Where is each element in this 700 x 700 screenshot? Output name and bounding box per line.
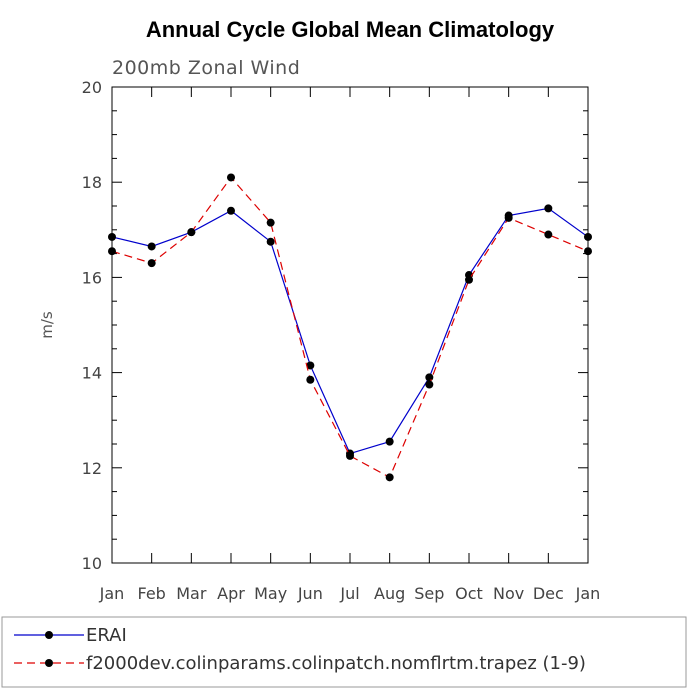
data-point (227, 173, 235, 182)
data-point (425, 380, 434, 389)
data-point (108, 232, 116, 241)
series-2 (108, 173, 592, 482)
data-point (147, 242, 156, 251)
x-tick-label: Jul (339, 584, 359, 603)
x-tick-label: May (254, 584, 287, 603)
y-tick-label: 14 (82, 364, 102, 383)
x-tick-label: Apr (217, 584, 245, 603)
x-tick-label: Jan (99, 584, 125, 603)
series-layer (108, 173, 592, 482)
y-axis-label: m/s (38, 311, 56, 339)
series-1 (108, 204, 592, 458)
legend-label: ERAI (86, 625, 127, 646)
data-point (147, 259, 156, 268)
plot-frame (111, 86, 589, 564)
y-tick-label: 10 (82, 554, 102, 573)
legend-box (1, 616, 687, 688)
data-point (227, 206, 235, 215)
x-tick-label: Feb (138, 584, 166, 603)
chart-subtitle: 200mb Zonal Wind (112, 57, 300, 79)
chart-title: Annual Cycle Global Mean Climatology (146, 17, 555, 42)
data-point (465, 275, 473, 284)
legend: ERAI f2000dev.colinparams.colinpatch.nomf… (14, 625, 586, 674)
data-point (108, 247, 116, 256)
x-tick-label: Sep (414, 584, 444, 603)
y-tick-label: 12 (82, 459, 102, 478)
x-axis: Jan Feb Mar Apr May Jun Jul Aug Sep Oct Nov Dec Jan (99, 87, 601, 603)
x-tick-label: Oct (455, 584, 483, 603)
legend-marker (45, 631, 53, 639)
data-point (584, 247, 592, 256)
data-point (544, 230, 553, 239)
x-tick-label: Jun (297, 584, 323, 603)
y-tick-label: 18 (82, 173, 102, 192)
x-tick-label: Dec (533, 584, 564, 603)
data-point (584, 232, 592, 241)
data-point (346, 451, 354, 460)
data-point (187, 228, 196, 237)
series-line (111, 176, 589, 479)
data-point (266, 237, 275, 246)
x-tick-label: Aug (374, 584, 405, 603)
x-tick-label: Nov (493, 584, 524, 603)
data-point (425, 373, 434, 382)
data-point (504, 213, 513, 222)
series-line (111, 207, 589, 455)
x-tick-label: Jan (575, 584, 601, 603)
y-tick-label: 16 (82, 268, 102, 287)
x-tick-label: Mar (176, 584, 207, 603)
legend-label: f2000dev.colinparams.colinpatch.nomflrtm… (86, 653, 586, 674)
y-axis: 10 12 14 16 18 20 (82, 78, 588, 573)
data-point (266, 218, 275, 227)
data-point (306, 361, 315, 370)
data-point (306, 375, 315, 384)
legend-marker (45, 659, 53, 667)
data-point (385, 473, 394, 482)
y-tick-label: 20 (82, 78, 102, 97)
data-point (385, 437, 394, 446)
data-point (544, 204, 553, 213)
